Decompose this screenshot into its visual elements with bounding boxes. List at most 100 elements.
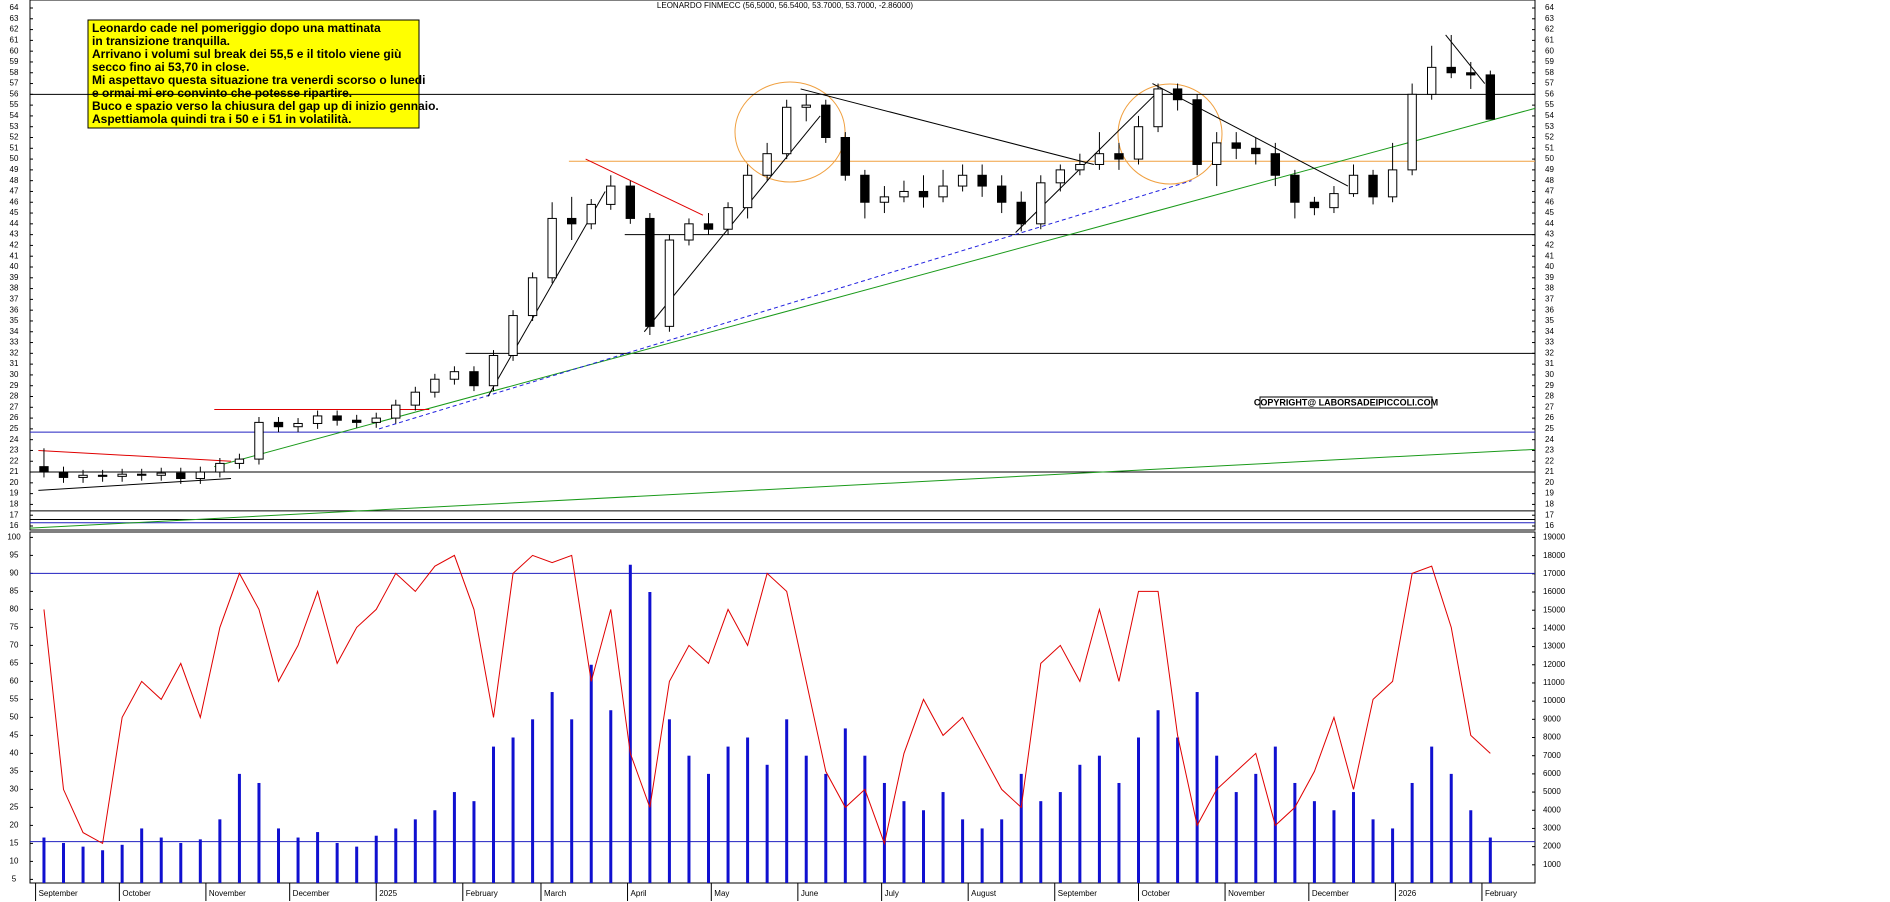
- y2-tick-label: 19000: [1543, 533, 1566, 542]
- candle-body: [684, 223, 694, 241]
- y-tick-label: 70: [10, 641, 19, 650]
- y2-tick-label: 17000: [1543, 569, 1566, 578]
- y-tick-label: 75: [10, 623, 19, 632]
- volume-bar: [277, 828, 281, 883]
- candle-body: [1329, 193, 1339, 209]
- x-tick-label: 2026: [1398, 889, 1416, 898]
- volume-bar: [42, 837, 46, 883]
- candle-body: [1212, 142, 1222, 165]
- y-tick-label: 56: [10, 89, 19, 98]
- trend-line: [1152, 83, 1349, 187]
- volume-bar: [81, 846, 85, 883]
- y-tick-label: 54: [1545, 111, 1554, 120]
- y-tick-label: 53: [10, 122, 19, 131]
- y-tick-label: 100: [7, 533, 21, 542]
- y-tick-label: 41: [1545, 251, 1554, 260]
- volume-bar: [394, 828, 398, 883]
- candle-body: [977, 174, 987, 187]
- candle-body: [664, 239, 675, 327]
- volume-bar: [1195, 692, 1199, 883]
- y2-tick-label: 8000: [1543, 733, 1561, 742]
- y-tick-label: 64: [10, 3, 19, 12]
- candle-body: [1114, 153, 1124, 160]
- y-tick-label: 19: [10, 489, 19, 498]
- y-tick-label: 37: [1545, 294, 1554, 303]
- volume-bar: [1117, 782, 1121, 883]
- annotation-box: [87, 19, 420, 129]
- volume-bar: [531, 719, 535, 883]
- volume-bar: [433, 810, 437, 883]
- y-tick-label: 30: [1545, 370, 1554, 379]
- candle-body: [723, 207, 733, 230]
- y-tick-label: 24: [1545, 435, 1554, 444]
- y-tick-label: 58: [1545, 68, 1554, 77]
- y-tick-label: 43: [10, 230, 19, 239]
- y-tick-label: 45: [10, 731, 19, 740]
- volume-bar: [1488, 837, 1492, 883]
- trend-line: [1445, 34, 1486, 84]
- y-tick-label: 32: [10, 348, 19, 357]
- y-tick-label: 29: [10, 381, 19, 390]
- y-tick-label: 28: [10, 392, 19, 401]
- volume-bar: [1039, 801, 1043, 883]
- candle-body: [137, 473, 147, 476]
- y-tick-label: 25: [10, 803, 19, 812]
- annotation-line: e ormai mi ero convinto che potesse ripa…: [92, 86, 352, 100]
- x-tick-label: June: [801, 889, 819, 898]
- y-tick-label: 36: [10, 305, 19, 314]
- x-tick-label: September: [39, 889, 78, 898]
- candle-body: [410, 391, 421, 406]
- x-tick-label: December: [1312, 889, 1349, 898]
- y-tick-label: 52: [1545, 133, 1554, 142]
- candle-body: [78, 474, 88, 478]
- candle-body: [1446, 66, 1456, 74]
- y2-tick-label: 16000: [1543, 587, 1566, 596]
- volume-bar: [1234, 792, 1238, 883]
- y-tick-label: 34: [10, 327, 19, 336]
- volume-bar: [648, 592, 652, 883]
- volume-bar: [1156, 710, 1160, 883]
- candle-body: [39, 466, 49, 473]
- y-tick-label: 50: [1545, 154, 1554, 163]
- y2-tick-label: 14000: [1543, 623, 1566, 632]
- volume-bar: [159, 837, 163, 883]
- volume-bar: [785, 719, 789, 883]
- volume-bar: [863, 755, 867, 883]
- candle-body: [938, 185, 948, 198]
- y-tick-label: 53: [1545, 122, 1554, 131]
- y-tick-label: 59: [1545, 57, 1554, 66]
- candle-body: [469, 371, 479, 387]
- candle-body: [156, 472, 166, 476]
- y-tick-label: 40: [10, 262, 19, 271]
- candle-body: [762, 153, 772, 176]
- y2-tick-label: 12000: [1543, 660, 1566, 669]
- y-tick-label: 18: [1545, 500, 1554, 509]
- y-tick-label: 63: [1545, 14, 1554, 23]
- volume-bar: [980, 828, 984, 883]
- x-tick-label: November: [209, 889, 246, 898]
- candle-body: [1251, 147, 1261, 155]
- y-tick-label: 62: [1545, 25, 1554, 34]
- candle-body: [58, 471, 69, 478]
- candle-body: [430, 378, 440, 393]
- volume-bar: [1019, 773, 1023, 883]
- trend-line: [378, 180, 1192, 430]
- candle-body: [391, 404, 401, 419]
- candle-body: [782, 106, 792, 155]
- volume-bar: [140, 828, 144, 883]
- trend-line: [487, 191, 606, 397]
- x-tick-label: July: [885, 889, 899, 898]
- volume-bar: [550, 692, 554, 883]
- y-tick-label: 26: [10, 413, 19, 422]
- volume-bar: [120, 844, 124, 883]
- copyright-box: [1259, 396, 1433, 409]
- candle-body: [703, 223, 714, 230]
- y2-tick-label: 2000: [1543, 842, 1561, 851]
- y-tick-label: 46: [10, 197, 19, 206]
- y-tick-label: 38: [10, 284, 19, 293]
- candle-body: [645, 217, 655, 327]
- candle-body: [957, 174, 968, 187]
- y-tick-label: 56: [1545, 89, 1554, 98]
- volume-bar: [882, 782, 886, 883]
